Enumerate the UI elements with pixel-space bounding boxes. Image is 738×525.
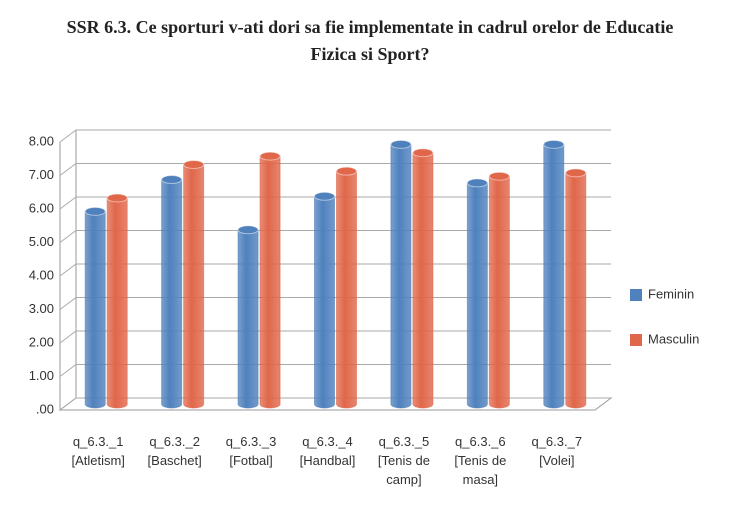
bar (183, 159, 205, 409)
bar (336, 166, 357, 409)
bar (259, 151, 281, 409)
bar (543, 139, 565, 409)
y-tick-label: 7.00 (29, 167, 54, 182)
x-tick-label: q_6.3._5 [Tenis de camp] (377, 434, 430, 487)
grid-line (59, 163, 611, 176)
legend-label: Masculin (648, 331, 699, 346)
y-tick-label: 6.00 (29, 200, 54, 215)
bar (488, 171, 510, 409)
bar (106, 193, 128, 409)
bar (412, 148, 434, 409)
x-tick-label: q_6.3._2 [Baschet] (147, 434, 202, 468)
bar (237, 225, 259, 409)
x-tick-label: q_6.3._1 [Atletism] (71, 434, 125, 468)
y-tick-label: 4.00 (29, 267, 54, 282)
y-tick-label: 3.00 (29, 301, 54, 316)
chart-title: SSR 6.3. Ce sporturi v-ati dori sa fie i… (66, 17, 674, 64)
bar (466, 178, 488, 409)
x-tick-label: q_6.3._6 [Tenis de masa] (454, 434, 507, 487)
grid-line (59, 230, 611, 243)
bar (390, 139, 412, 409)
bar (565, 168, 587, 409)
grid-line (59, 297, 611, 310)
grid-line (59, 364, 611, 377)
y-tick-label: 1.00 (29, 368, 54, 383)
bar (84, 206, 106, 409)
bar (314, 191, 335, 409)
y-tick-label: 8.00 (29, 133, 54, 148)
x-tick-label: q_6.3._3 [Fotbal] (225, 434, 277, 468)
grid-line (59, 330, 611, 344)
grid-line (59, 196, 611, 210)
legend-label: Feminin (648, 286, 694, 301)
legend-swatch (630, 289, 642, 301)
y-tick-label: 5.00 (29, 234, 54, 249)
x-tick-label: q_6.3._4 [Handbal] (299, 434, 356, 468)
grid-line (59, 263, 611, 277)
y-tick-label: 2.00 (29, 334, 54, 349)
bar (161, 175, 183, 409)
y-tick-label: .00 (36, 401, 54, 416)
x-tick-label: q_6.3._7 [Volei] (531, 434, 583, 468)
floor (58, 397, 613, 411)
legend-swatch (630, 334, 642, 346)
grid-line (59, 129, 611, 143)
